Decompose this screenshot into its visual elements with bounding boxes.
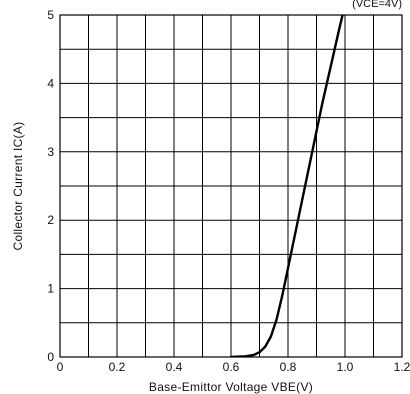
x-tick-labels: 0 0.2 0.4 0.6 0.8 1.0 1.2 bbox=[57, 360, 410, 374]
series-layer bbox=[229, 15, 344, 357]
x-tick-label: 0.4 bbox=[166, 360, 183, 374]
x-tick-label: 0 bbox=[57, 360, 64, 374]
y-tick-label: 0 bbox=[47, 350, 54, 364]
y-tick-label: 1 bbox=[47, 282, 54, 296]
series-line bbox=[229, 15, 344, 357]
x-tick-label: 0.6 bbox=[223, 360, 240, 374]
y-axis-title: Collector Current IC(A) bbox=[11, 122, 25, 251]
y-tick-label: 2 bbox=[47, 213, 54, 227]
y-tick-label: 4 bbox=[47, 76, 54, 90]
x-tick-label: 1.0 bbox=[337, 360, 354, 374]
y-tick-labels: 0 1 2 3 4 5 bbox=[47, 8, 54, 364]
x-tick-label: 1.2 bbox=[394, 360, 410, 374]
x-tick-label: 0.2 bbox=[109, 360, 126, 374]
y-tick-label: 3 bbox=[47, 145, 54, 159]
x-axis-title: Base-Emittor Voltage VBE(V) bbox=[149, 380, 313, 394]
x-tick-label: 0.8 bbox=[280, 360, 297, 374]
condition-label: (VCE=4V) bbox=[352, 0, 402, 10]
grid bbox=[60, 15, 402, 357]
y-tick-label: 5 bbox=[47, 8, 54, 22]
